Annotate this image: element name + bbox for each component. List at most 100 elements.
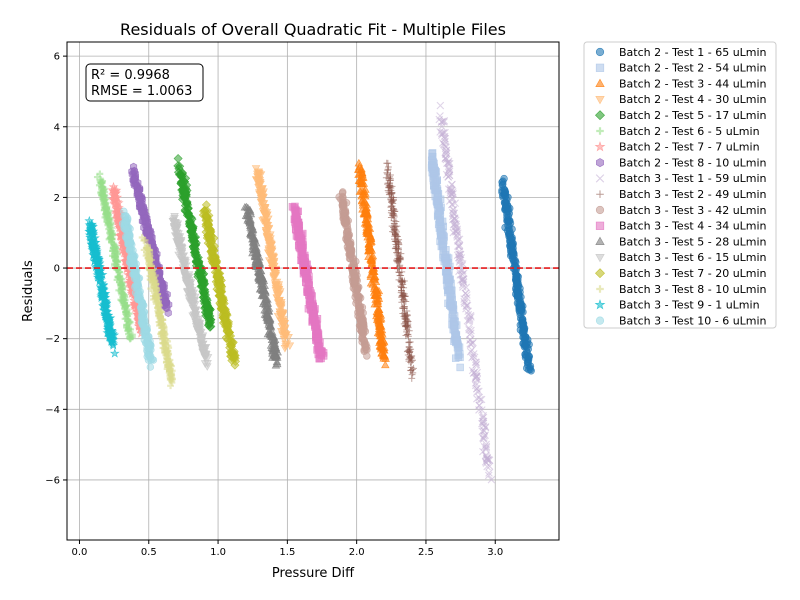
legend-item: Batch 3 - Test 2 - 49 uLmin <box>596 188 767 201</box>
data-point <box>162 297 170 306</box>
data-point <box>403 315 411 323</box>
legend-marker <box>596 190 604 198</box>
data-point <box>453 344 462 352</box>
legend-marker <box>595 236 605 245</box>
data-point <box>360 337 369 345</box>
data-point <box>487 475 496 484</box>
data-point <box>479 434 487 442</box>
data-point <box>442 148 450 157</box>
legend-marker <box>595 268 605 279</box>
data-point <box>449 310 457 319</box>
data-point <box>270 340 280 349</box>
legend-label: Batch 3 - Test 2 - 49 uLmin <box>619 188 767 201</box>
data-point <box>381 360 390 369</box>
data-point <box>522 340 531 348</box>
data-point <box>206 227 216 237</box>
legend-marker <box>595 205 605 215</box>
data-point <box>428 152 436 161</box>
data-point <box>386 182 394 190</box>
series-12 <box>288 202 328 363</box>
data-point <box>256 194 266 203</box>
data-point <box>127 326 134 333</box>
data-point <box>190 293 200 302</box>
data-point <box>442 146 451 155</box>
data-point <box>454 235 462 244</box>
data-point <box>130 167 138 176</box>
data-point <box>93 173 101 181</box>
data-point <box>145 246 152 254</box>
data-point <box>266 241 276 249</box>
data-point <box>468 346 476 354</box>
data-point <box>350 274 358 282</box>
data-point <box>254 267 263 276</box>
y-tick-label: −4 <box>45 405 60 416</box>
legend-label: Batch 3 - Test 1 - 59 uLmin <box>619 172 767 185</box>
data-point <box>170 227 180 236</box>
data-point <box>366 270 375 279</box>
data-point <box>105 330 116 341</box>
data-point <box>436 227 444 235</box>
legend-label: Batch 2 - Test 5 - 17 uLmin <box>619 109 767 122</box>
data-point <box>100 296 111 306</box>
data-point <box>383 159 391 167</box>
data-point <box>471 381 480 390</box>
data-point <box>125 318 133 326</box>
data-point <box>471 358 480 366</box>
chart-title: Residuals of Overall Quadratic Fit - Mul… <box>120 20 506 39</box>
data-point <box>510 252 518 260</box>
legend-label: Batch 3 - Test 8 - 10 uLmin <box>619 283 767 296</box>
data-point <box>312 317 320 325</box>
data-point <box>399 292 407 299</box>
y-tick-label: 0 <box>54 264 60 275</box>
data-point <box>291 212 299 220</box>
data-point <box>467 329 475 338</box>
data-point <box>363 209 372 218</box>
legend-label: Batch 3 - Test 7 - 20 uLmin <box>619 267 767 280</box>
data-point <box>447 181 456 189</box>
data-point <box>205 305 215 315</box>
data-point <box>275 308 285 317</box>
data-point <box>366 236 375 245</box>
data-point <box>354 300 363 308</box>
data-point <box>455 241 464 249</box>
data-point <box>403 348 411 356</box>
legend-marker <box>594 299 606 310</box>
data-point <box>371 277 381 286</box>
data-point <box>105 211 112 219</box>
data-point <box>112 257 120 265</box>
legend-label: Batch 2 - Test 3 - 44 uLmin <box>619 77 767 90</box>
data-point <box>406 338 414 346</box>
data-point <box>518 318 527 327</box>
data-point <box>397 287 405 295</box>
legend-marker <box>596 127 604 135</box>
legend-item: Batch 3 - Test 10 - 6 uLmin <box>595 314 767 327</box>
data-point <box>109 245 117 252</box>
data-point <box>304 284 312 292</box>
data-point <box>396 272 404 279</box>
data-point <box>449 188 457 196</box>
data-point <box>466 335 475 344</box>
data-point <box>380 351 390 360</box>
series-6 <box>93 170 136 343</box>
data-point <box>138 234 146 241</box>
data-point <box>482 440 490 449</box>
legend-item: Batch 2 - Test 6 - 5 uLmin <box>596 125 760 138</box>
data-point <box>123 214 132 222</box>
data-point <box>280 320 289 328</box>
data-point <box>506 204 514 213</box>
data-point <box>174 167 184 177</box>
data-point <box>357 176 367 185</box>
data-point <box>375 336 385 345</box>
data-point <box>121 292 129 299</box>
legend-item: Batch 2 - Test 2 - 54 uLmin <box>595 62 767 75</box>
data-point <box>123 306 131 313</box>
data-point <box>391 208 398 215</box>
data-point <box>480 427 489 435</box>
y-tick-label: 6 <box>54 52 60 63</box>
legend-label: Batch 2 - Test 1 - 65 uLmin <box>619 46 767 59</box>
series-13 <box>240 202 282 369</box>
data-point <box>130 175 138 184</box>
data-point <box>154 307 162 315</box>
data-point <box>130 181 138 190</box>
data-point <box>177 245 187 253</box>
